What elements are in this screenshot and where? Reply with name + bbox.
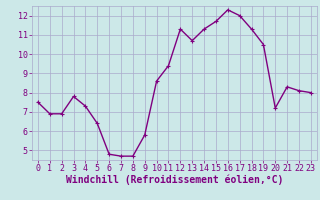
X-axis label: Windchill (Refroidissement éolien,°C): Windchill (Refroidissement éolien,°C) bbox=[66, 175, 283, 185]
